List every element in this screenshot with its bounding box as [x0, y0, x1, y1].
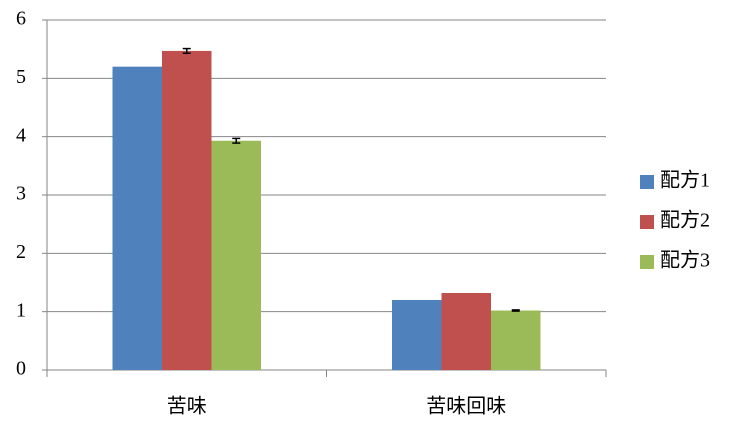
y-tick-label: 1: [16, 299, 26, 321]
y-tick-label: 4: [16, 124, 26, 146]
y-tick-label: 2: [16, 241, 26, 263]
bar: [491, 310, 541, 370]
legend-swatch: [640, 175, 654, 189]
bar: [211, 140, 261, 370]
y-tick-label: 3: [16, 183, 26, 205]
bar: [162, 50, 212, 371]
bar: [392, 300, 442, 370]
legend-label: 配方1: [660, 169, 710, 192]
bar: [112, 66, 162, 371]
legend-label: 配方2: [660, 209, 710, 232]
x-tick-label: 苦味回味: [426, 395, 506, 418]
y-tick-label: 6: [16, 8, 26, 30]
legend-swatch: [640, 255, 654, 269]
error-bar: [182, 47, 191, 54]
error-bar: [232, 137, 241, 144]
legend-label: 配方3: [660, 249, 710, 272]
legend-swatch: [640, 215, 654, 229]
x-tick-label: 苦味: [167, 395, 207, 418]
y-tick-label: 5: [16, 66, 26, 88]
bar: [441, 293, 491, 370]
y-tick-label: 0: [16, 358, 26, 380]
error-bar: [511, 309, 520, 312]
